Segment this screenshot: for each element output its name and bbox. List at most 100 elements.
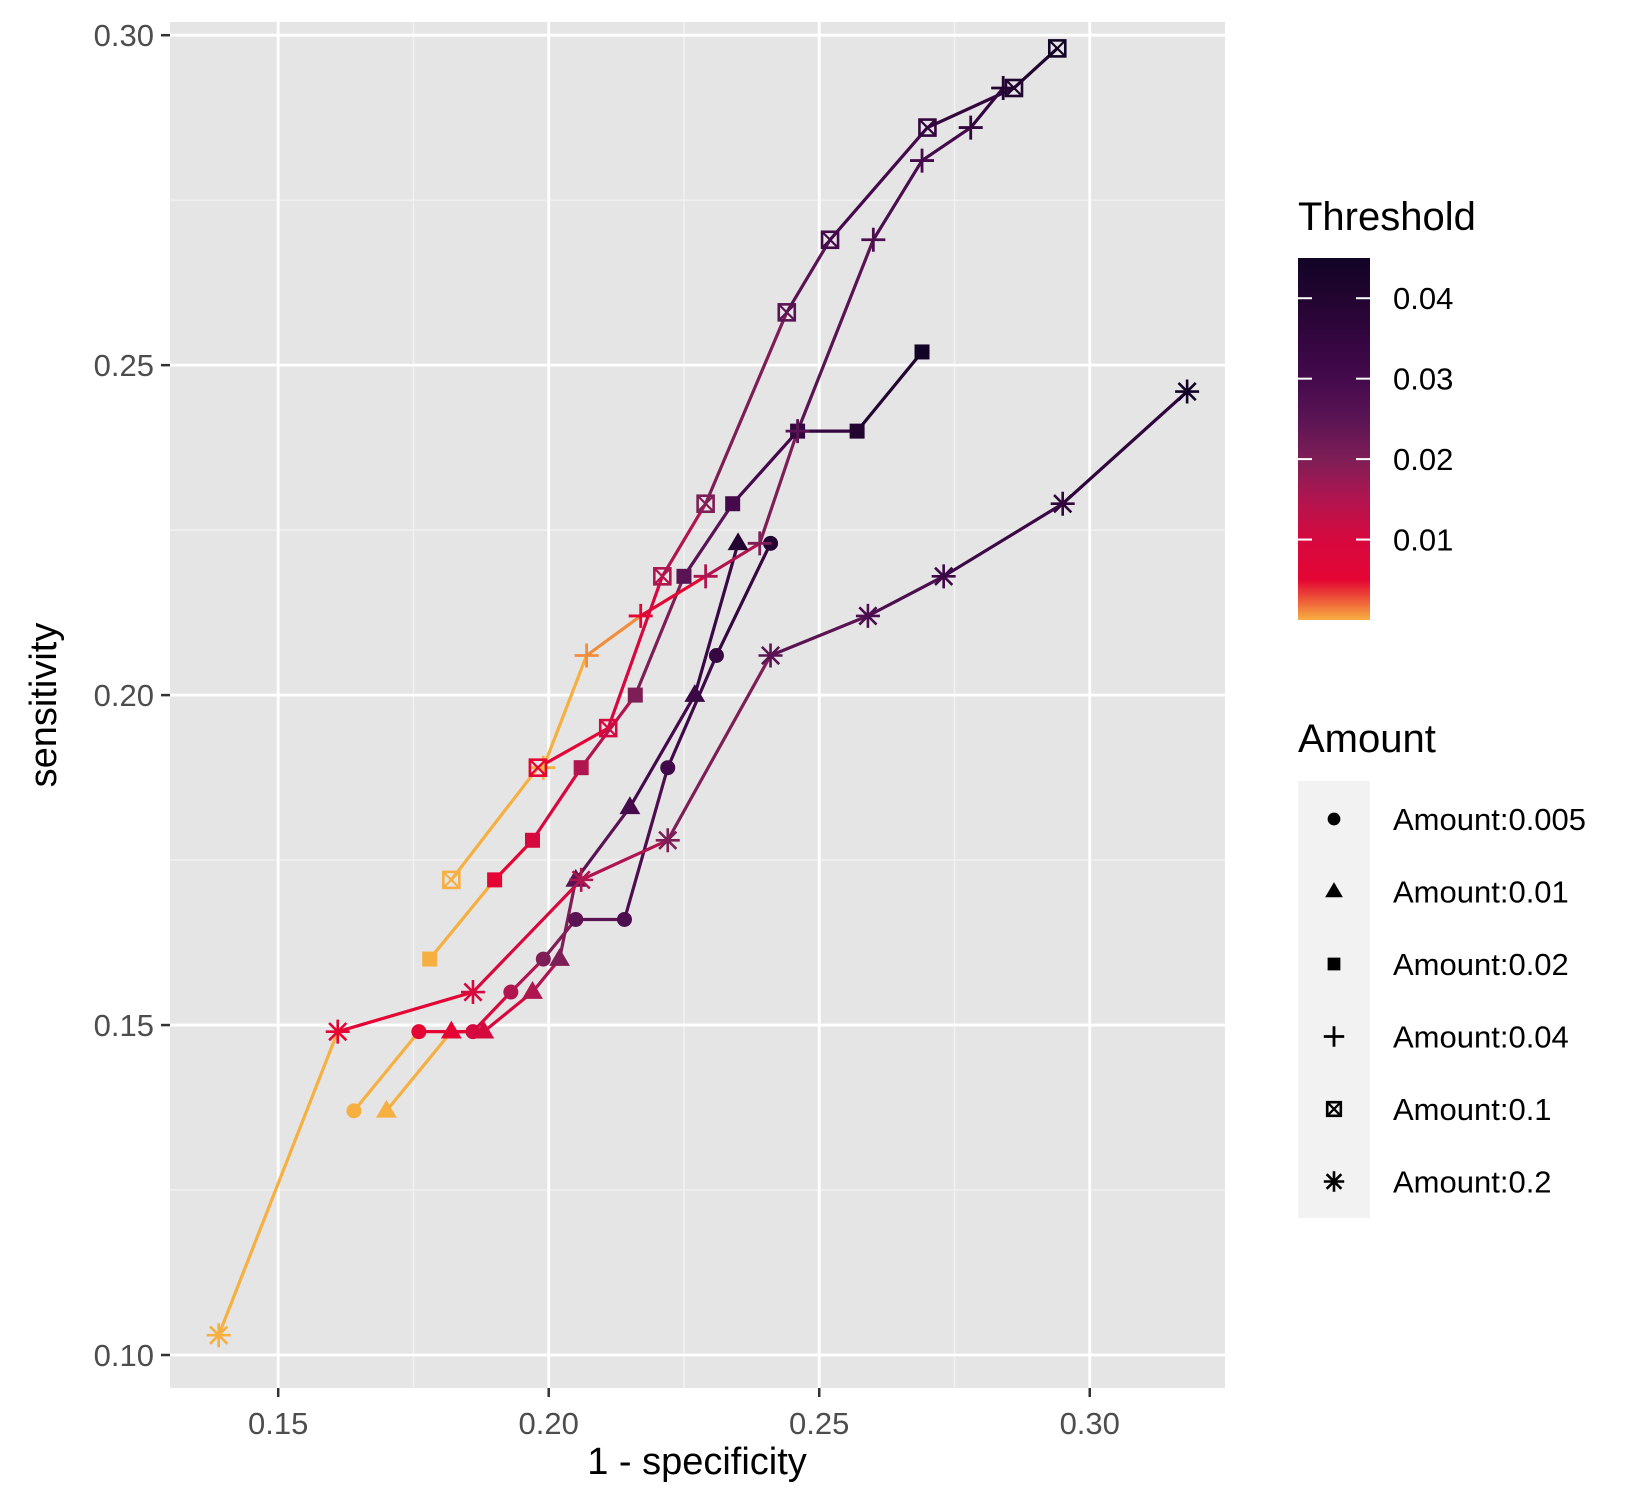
line-segment	[579, 693, 637, 770]
marker-plus	[785, 419, 810, 444]
legend-item: Amount:0.01	[1325, 875, 1569, 910]
marker-box-x	[1005, 79, 1023, 97]
line-segment	[579, 838, 670, 882]
plot-panel	[170, 22, 1225, 1388]
marker-asterisk	[1175, 379, 1200, 404]
marker-plus	[1323, 1026, 1345, 1047]
marker-plus	[958, 115, 983, 140]
threshold-colorbar	[1298, 258, 1370, 620]
marker-box	[598, 718, 618, 738]
line-segment	[785, 238, 832, 314]
marker-plus	[861, 227, 886, 252]
line-segment	[704, 310, 789, 506]
series-points	[206, 39, 1200, 1348]
marker-asterisk	[931, 564, 956, 589]
line-segment	[557, 878, 578, 961]
line-segment	[871, 158, 924, 242]
marker-plus	[693, 564, 718, 589]
marker-box-x	[1048, 39, 1067, 58]
marker-square	[725, 496, 741, 512]
marker-plus	[910, 148, 935, 173]
marker-plus	[747, 531, 772, 556]
marker-square	[627, 687, 643, 703]
marker-box-x	[777, 303, 796, 322]
line-segment	[606, 574, 664, 730]
x-tick-label: 0.25	[789, 1406, 849, 1441]
line-segment	[352, 1030, 421, 1113]
y-axis: 0.10 0.15 0.20 0.25 0.30	[94, 18, 170, 1373]
line-segment	[758, 429, 800, 545]
series-lines	[217, 46, 1189, 1337]
marker-box-x	[442, 871, 461, 889]
marker-asterisk	[206, 1323, 231, 1348]
line-segment	[920, 125, 973, 163]
marker-asterisk	[758, 643, 783, 668]
threshold-legend: Threshold 0.01 0.02 0.03 0.04	[1298, 195, 1476, 620]
colorbar-tick-label: 0.04	[1393, 281, 1453, 316]
marker-asterisk	[1050, 491, 1075, 516]
marker-square	[524, 832, 540, 848]
line-segment	[866, 574, 946, 618]
marker-circle	[616, 911, 632, 927]
line-segment	[855, 350, 924, 433]
line-segment	[584, 614, 643, 658]
marker-asterisk	[855, 603, 880, 628]
marker-square	[914, 344, 930, 360]
line-segment	[942, 502, 1065, 578]
marker-circle	[535, 951, 551, 967]
colorbar-tick-label: 0.02	[1393, 442, 1453, 477]
legend-item-label: Amount:0.04	[1393, 1020, 1569, 1055]
threshold-legend-title: Threshold	[1298, 195, 1476, 239]
marker-circle	[708, 648, 724, 664]
amount-legend-keys-bg	[1298, 781, 1370, 1218]
line-segment	[666, 653, 719, 770]
marker-square	[849, 423, 865, 439]
marker-triangle	[727, 532, 749, 551]
x-tick-label: 0.15	[248, 1406, 308, 1441]
legend-item-label: Amount:0.2	[1393, 1165, 1552, 1200]
line-segment	[217, 1030, 340, 1337]
series-points-Amount:0.02	[422, 344, 930, 967]
legend-item: Amount:0.1	[1325, 1092, 1552, 1127]
colorbar-ticks: 0.01 0.02 0.03 0.04	[1298, 281, 1453, 558]
grid-minor	[170, 22, 1225, 1388]
y-tick-label: 0.25	[94, 348, 154, 383]
line-segment	[731, 429, 800, 506]
marker-asterisk	[325, 1019, 350, 1044]
series-points-Amount:0.01	[375, 532, 749, 1118]
marker-square	[422, 951, 438, 967]
marker-triangle	[473, 1020, 495, 1039]
series-points-Amount:0.2	[206, 379, 1200, 1348]
colorbar-tick-label: 0.03	[1393, 362, 1453, 397]
line-segment	[471, 878, 583, 994]
marker-box	[918, 118, 937, 137]
line-segment	[336, 990, 475, 1034]
line-segment	[666, 653, 773, 842]
marker-triangle	[549, 948, 570, 966]
marker-plus	[574, 643, 599, 668]
marker-box	[696, 494, 715, 514]
x-tick-label: 0.20	[519, 1406, 579, 1441]
series-line-Amount:0.2	[217, 389, 1189, 1337]
marker-circle	[503, 984, 519, 1000]
series-line-Amount:0.04	[541, 86, 1005, 770]
legend-item-label: Amount:0.01	[1393, 875, 1569, 910]
line-segment	[541, 917, 578, 961]
marker-triangle	[375, 1099, 397, 1118]
marker-box	[442, 870, 461, 890]
line-segment	[768, 614, 870, 658]
line-segment	[660, 502, 708, 578]
line-segment	[384, 1030, 453, 1113]
marker-plus	[991, 75, 1016, 100]
legend-item: Amount:0.04	[1323, 1020, 1569, 1055]
line-segment	[795, 238, 875, 433]
legend-item: Amount:0.02	[1327, 947, 1569, 982]
marker-circle	[346, 1103, 362, 1119]
amount-legend-items: Amount:0.005 Amount:0.01 Amount:0.02 Amount…	[1323, 802, 1586, 1200]
marker-circle	[1327, 812, 1341, 826]
y-tick-label: 0.15	[94, 1008, 154, 1043]
marker-asterisk	[569, 867, 594, 892]
line-segment	[628, 693, 697, 809]
marker-box-x	[599, 719, 618, 737]
marker-box	[528, 758, 548, 777]
